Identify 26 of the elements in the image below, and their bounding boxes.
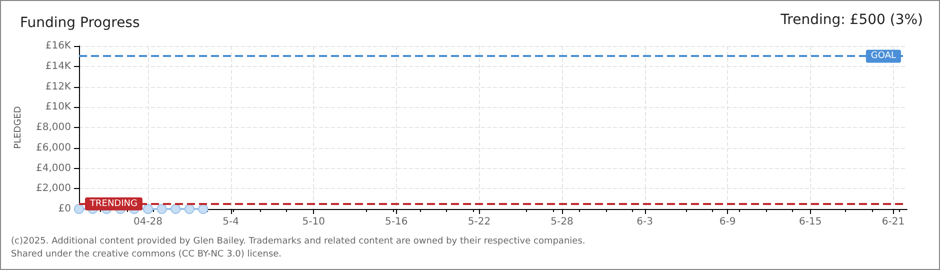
ref-line-label: GOAL xyxy=(870,51,896,62)
x-tick-label: 5-4 xyxy=(222,216,239,228)
x-tick-label: 6-15 xyxy=(799,216,822,228)
y-tick-label: £16K xyxy=(45,40,72,52)
x-tick-label: 5-28 xyxy=(550,216,574,228)
y-tick-label: £14K xyxy=(45,60,72,72)
y-tick-label: £8,000 xyxy=(36,122,71,133)
x-tick-label: 5-10 xyxy=(302,216,325,228)
chart-title: Funding Progress xyxy=(20,15,140,31)
y-tick-label: £0 xyxy=(58,204,71,214)
x-tick-label: 6-3 xyxy=(636,216,653,228)
y-tick-label: £12K xyxy=(45,81,72,92)
text: (c)2025. Additional content provided by Glen Bailey. Trademarks and related content are owned by their respective companies. xyxy=(11,236,586,246)
text: Trending: £500 (3%) xyxy=(780,12,924,28)
text: Shared under the creative commons (CC BY-NC 3.0) license. xyxy=(11,250,282,260)
x-tick-label: 5-16 xyxy=(385,216,408,228)
y-axis-title: PLEDGED xyxy=(14,106,24,149)
y-tick-label: £10K xyxy=(45,102,72,113)
y-tick-label: £4,000 xyxy=(36,162,71,174)
x-tick-label: 6-21 xyxy=(882,216,905,228)
y-tick-label: £6,000 xyxy=(36,142,71,154)
y-tick-label: £2,000 xyxy=(36,183,71,194)
ref-line-label: TRENDING xyxy=(89,198,138,209)
x-tick-label: 5-22 xyxy=(468,216,491,228)
x-tick-label: 04-28 xyxy=(133,216,163,228)
x-tick-label: 6-9 xyxy=(719,216,736,228)
